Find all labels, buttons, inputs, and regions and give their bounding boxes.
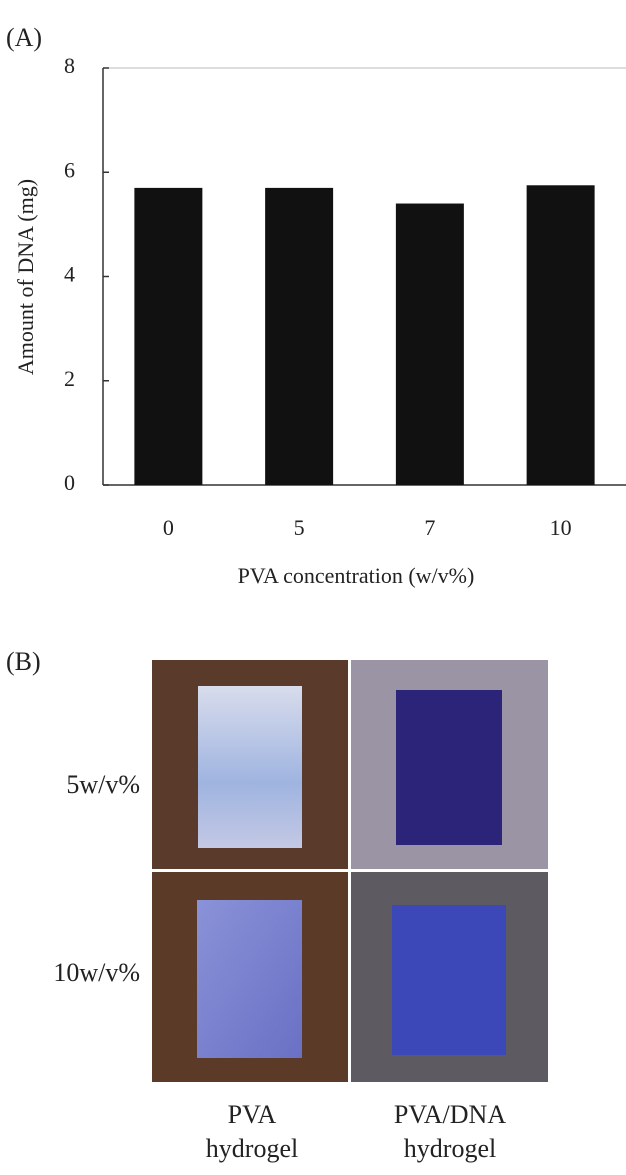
photo-sample [392,905,506,1055]
y-axis-label: Amount of DNA (mg) [13,179,38,375]
x-tick-label: 5 [294,515,305,540]
column-label: hydrogel [404,1134,496,1163]
y-tick-label: 8 [64,53,75,78]
figure: (A) Amount of DNA (mg) PVA concentration… [0,0,626,1170]
page: (A) Amount of DNA (mg) PVA concentration… [0,0,626,1175]
bar [265,188,333,485]
x-tick-label: 0 [163,515,174,540]
bar [134,188,202,485]
photo-sample [198,686,302,848]
photo-sample [197,900,302,1058]
y-tick-label: 2 [64,366,75,391]
column-label: PVA/DNA [394,1100,506,1129]
row-label: 5w/v% [66,770,140,799]
row-label: 10w/v% [53,958,140,987]
y-tick-label: 4 [64,262,75,287]
bar [396,204,464,485]
y-tick-label: 6 [64,157,75,182]
panel-label: (A) [6,23,42,52]
column-label: PVA [228,1100,277,1129]
x-axis-label: PVA concentration (w/v%) [238,563,475,588]
column-label: hydrogel [206,1134,298,1163]
photo-grid [152,660,548,1082]
y-tick-label: 0 [64,470,75,495]
x-tick-label: 7 [424,515,435,540]
x-tick-label: 10 [550,515,572,540]
bar [527,185,595,485]
photo-sample [396,690,502,845]
panel-label: (B) [6,647,41,676]
